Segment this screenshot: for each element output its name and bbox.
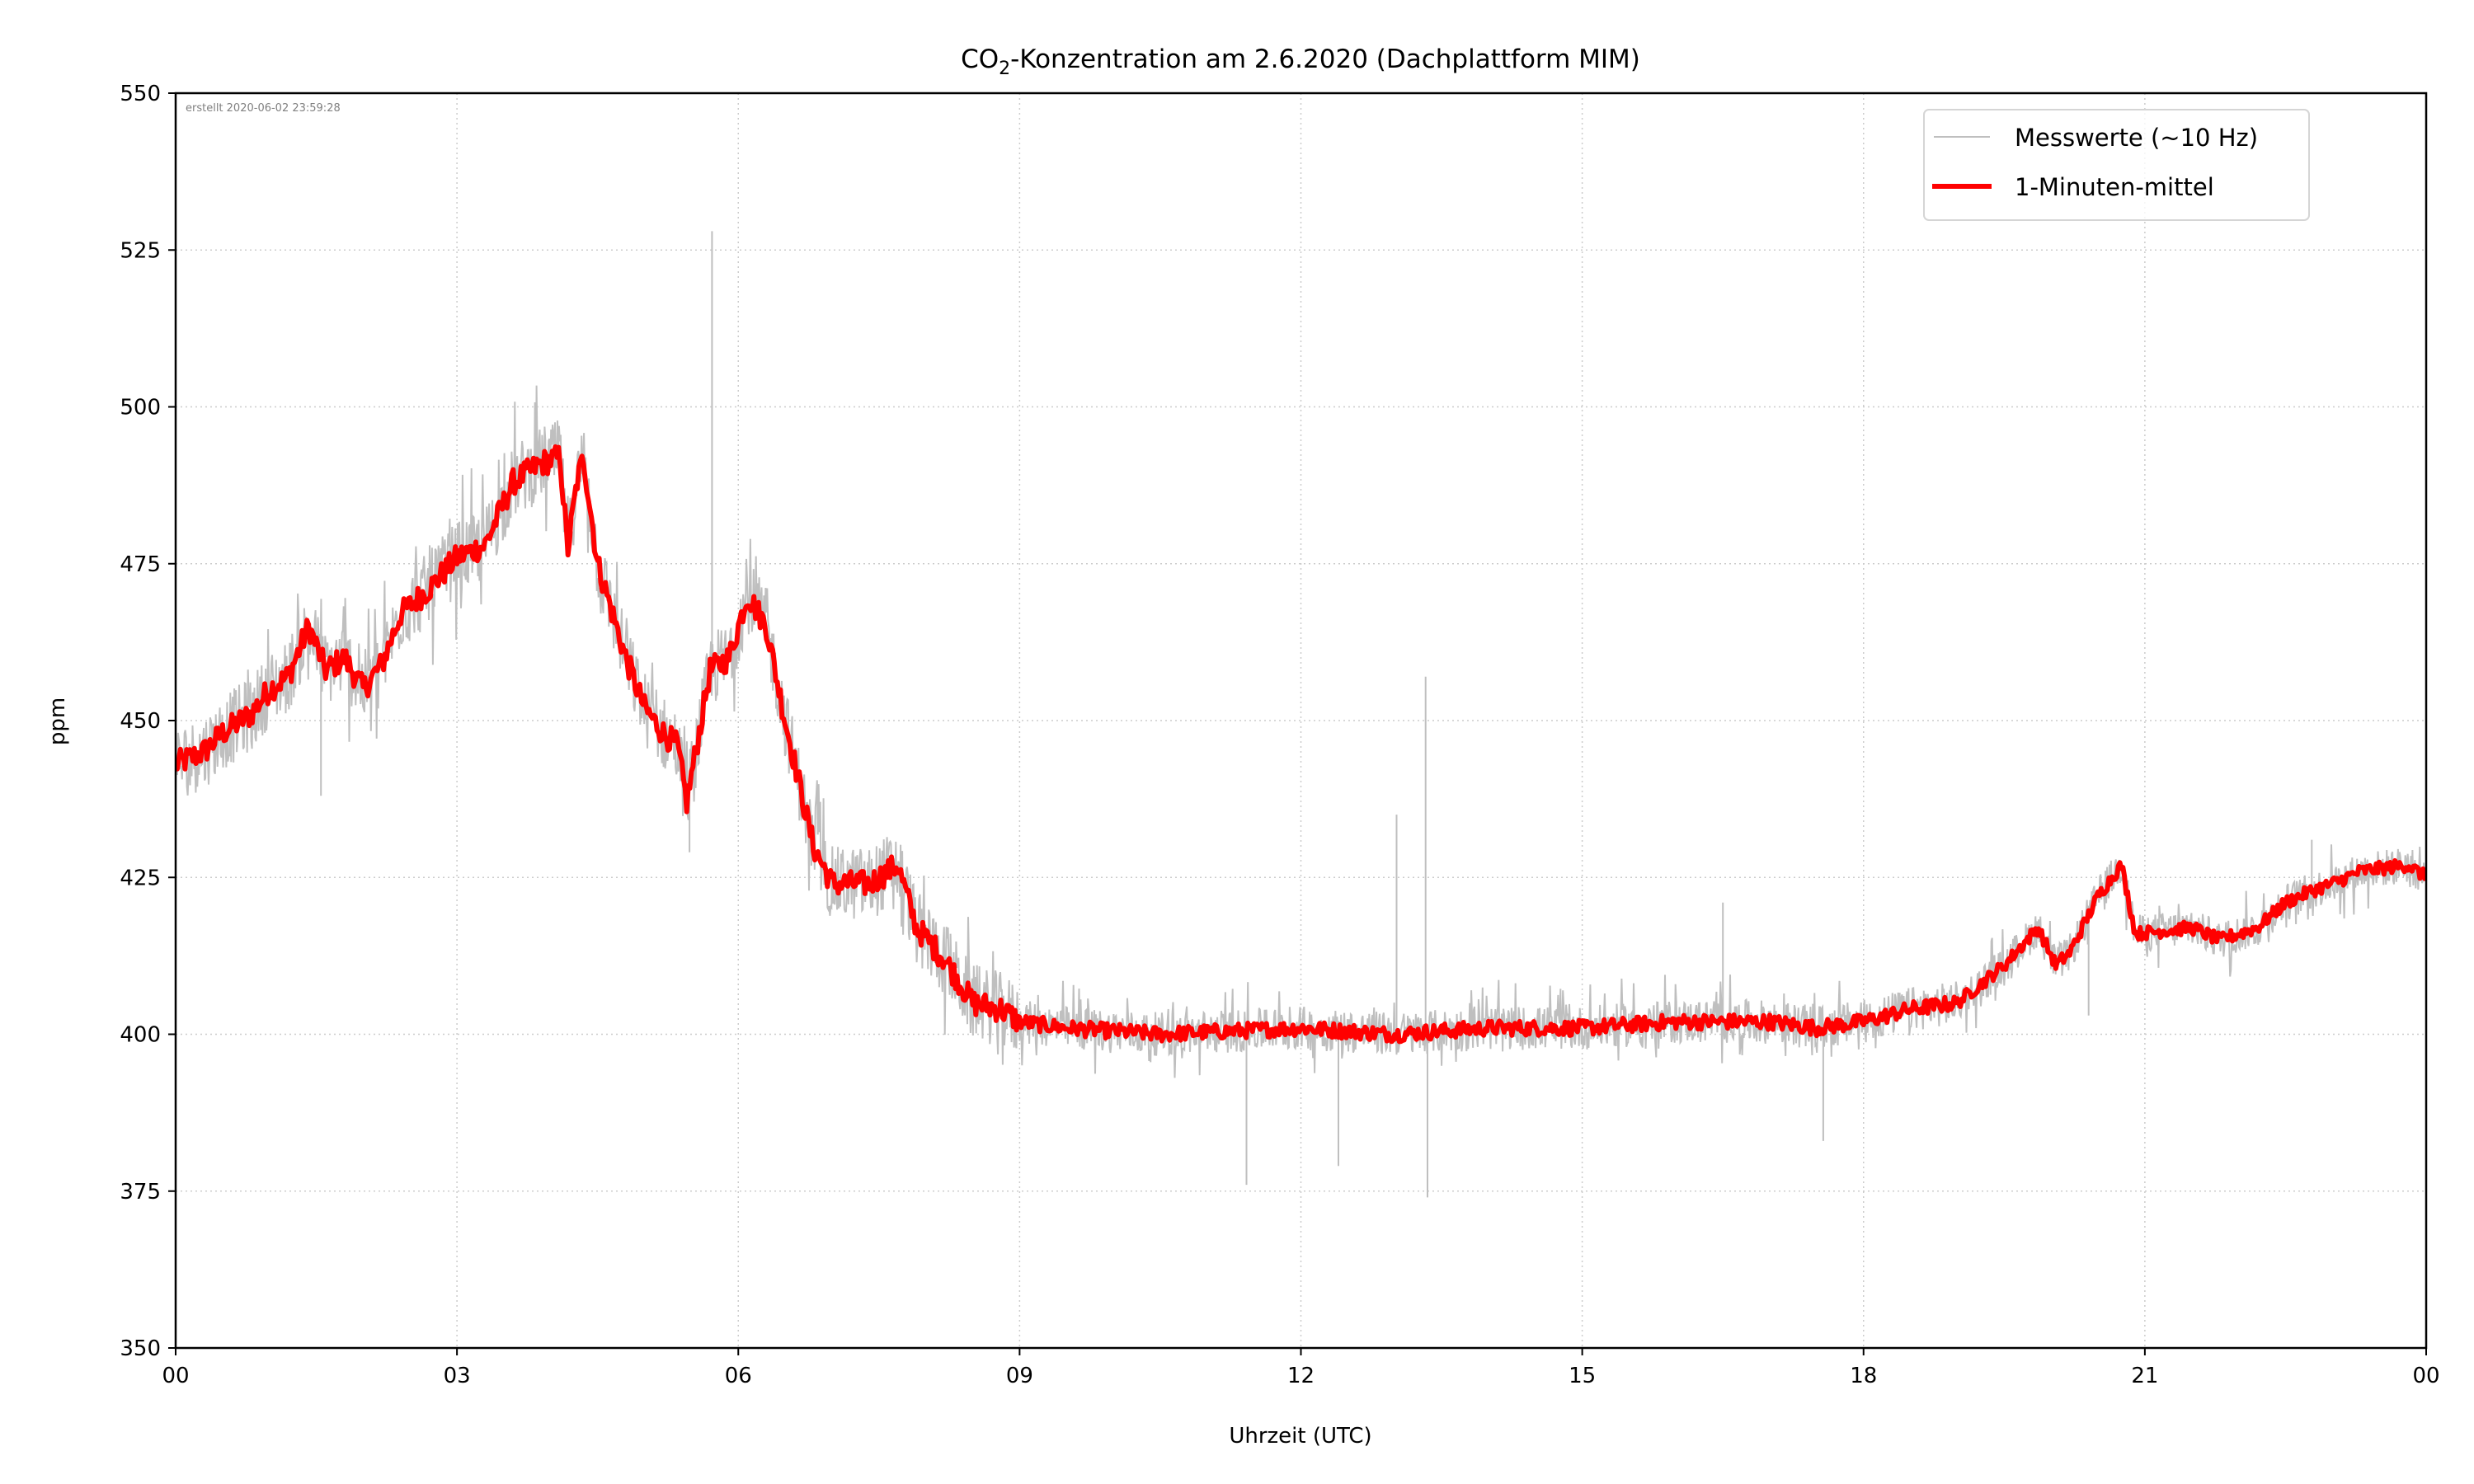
x-tick-label: 18	[1850, 1364, 1877, 1388]
x-tick-label: 06	[725, 1364, 752, 1388]
y-axis-label: ppm	[45, 697, 70, 745]
legend: Messwerte (~10 Hz) 1-Minuten-mittel	[1923, 109, 2310, 221]
legend-raw-label: Messwerte (~10 Hz)	[2015, 124, 2258, 152]
y-tick-label: 450	[120, 709, 161, 734]
x-tick-label: 03	[444, 1364, 471, 1388]
x-tick-label: 00	[162, 1364, 189, 1388]
x-axis-label: Uhrzeit (UTC)	[1229, 1424, 1371, 1449]
x-tick-label: 12	[1287, 1364, 1315, 1388]
chart-title: CO2-Konzentration am 2.6.2020 (Dachplatt…	[961, 45, 1640, 79]
y-tick-label: 400	[120, 1023, 161, 1048]
y-tick-label: 550	[120, 82, 161, 106]
chart-title-pre: CO	[961, 45, 999, 74]
series-mean-line	[176, 444, 2426, 1045]
y-tick-label: 475	[120, 552, 161, 577]
created-annotation: erstellt 2020-06-02 23:59:28	[186, 102, 341, 115]
y-tick-label: 425	[120, 866, 161, 890]
x-tick-label: 09	[1006, 1364, 1033, 1388]
y-tick-label: 525	[120, 238, 161, 263]
x-tick-label: 15	[1569, 1364, 1596, 1388]
x-tick-label: 21	[2131, 1364, 2158, 1388]
legend-box	[1923, 109, 2310, 221]
axis-ticks: 00 03 06 09 12 15 18 21 003503754004254504755005…	[120, 82, 2439, 1388]
x-tick-label: 00	[2412, 1364, 2439, 1388]
legend-mean-label: 1-Minuten-mittel	[2015, 173, 2214, 201]
y-tick-label: 375	[120, 1180, 161, 1205]
grid-lines	[175, 92, 2427, 1349]
y-tick-label: 350	[120, 1336, 161, 1361]
chart-title-post: -Konzentration am 2.6.2020 (Dachplattfor…	[1010, 45, 1640, 74]
y-tick-label: 500	[120, 396, 161, 420]
plot-area	[176, 231, 2426, 1198]
chart-title-sub: 2	[999, 59, 1010, 79]
